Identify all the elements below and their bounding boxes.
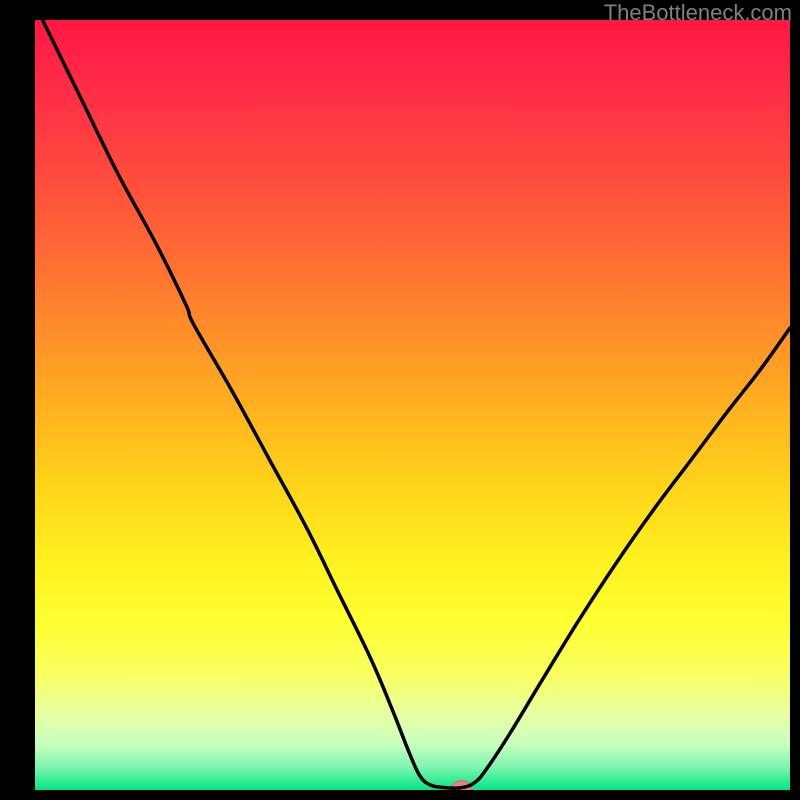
watermark-text: TheBottleneck.com <box>604 0 792 26</box>
gradient-background <box>35 20 790 790</box>
bottleneck-v-curve-chart <box>35 20 790 790</box>
chart-root: TheBottleneck.com <box>0 0 800 800</box>
